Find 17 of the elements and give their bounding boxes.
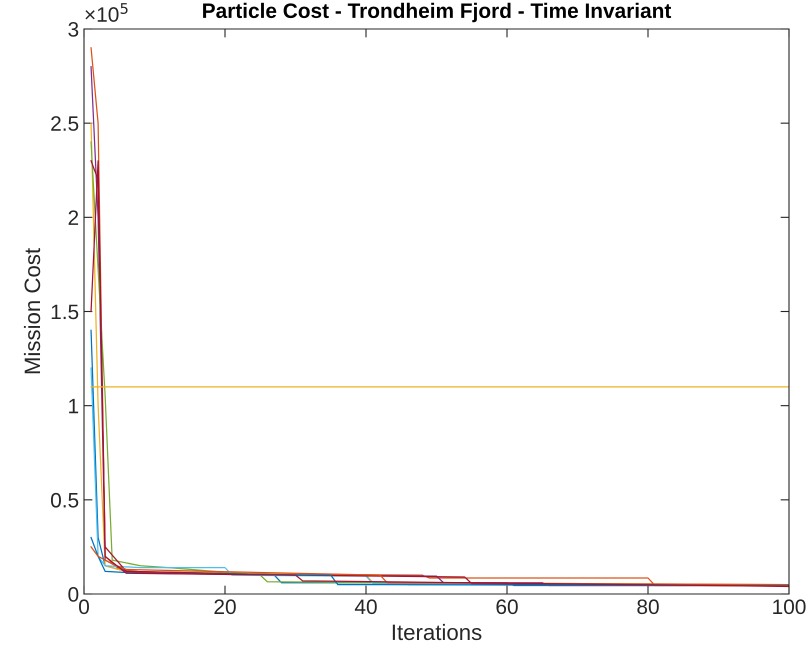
x-tick-label: 60: [496, 599, 518, 614]
x-tick-label: 80: [637, 599, 659, 614]
x-tick-label: 20: [214, 599, 236, 614]
y-tick-label: 1.5: [52, 304, 78, 320]
chart-title: Particle Cost - Trondheim Fjord - Time Invariant: [203, 2, 672, 22]
text: ×10$^{5}$: [85, 3, 128, 22]
y-tick-label: 3: [68, 22, 78, 37]
y-axis-title: Mission Cost: [24, 248, 40, 374]
y-tick-label: 0.5: [50, 492, 78, 508]
y-tick-label: 2.5: [51, 116, 78, 131]
y-tick-label: 2: [68, 210, 78, 225]
x-axis-title: Iterations: [392, 624, 482, 640]
x-tick-label: 100: [773, 599, 806, 614]
x-tick-label: 40: [354, 599, 377, 614]
y-tick-label: 0: [68, 587, 78, 602]
y-tick-label: 1: [69, 398, 78, 414]
x-tick-label: 0: [79, 599, 89, 614]
